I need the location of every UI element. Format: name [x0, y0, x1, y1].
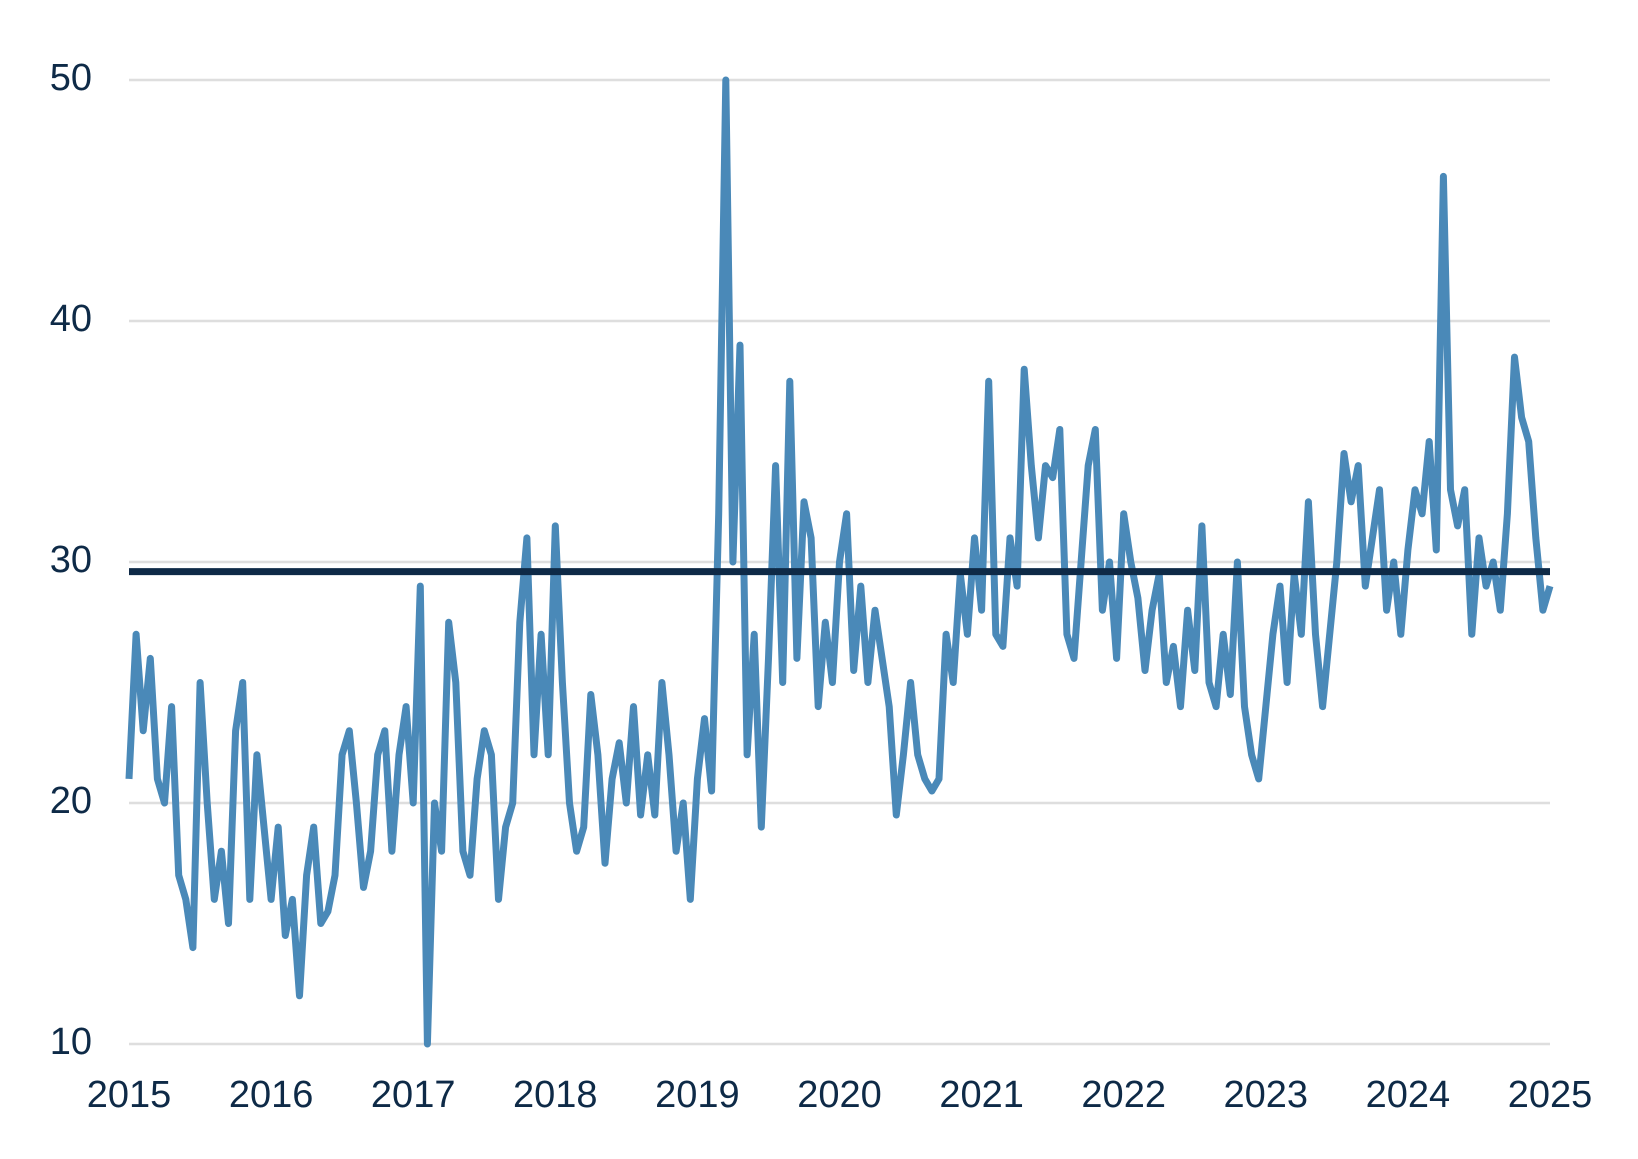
x-tick-label: 2018 — [513, 1074, 598, 1116]
x-tick-label: 2015 — [87, 1074, 172, 1116]
x-tick-label: 2020 — [797, 1074, 882, 1116]
x-tick-label: 2021 — [939, 1074, 1024, 1116]
y-tick-label: 50 — [50, 57, 92, 99]
x-tick-label: 2019 — [655, 1074, 740, 1116]
y-tick-label: 30 — [50, 539, 92, 581]
y-tick-label: 40 — [50, 298, 92, 340]
y-tick-label: 20 — [50, 780, 92, 822]
x-tick-label: 2017 — [371, 1074, 456, 1116]
y-tick-label: 10 — [50, 1021, 92, 1063]
x-tick-label: 2022 — [1081, 1074, 1166, 1116]
x-tick-label: 2025 — [1508, 1074, 1593, 1116]
x-tick-label: 2023 — [1224, 1074, 1309, 1116]
data-line — [125, 76, 1554, 1048]
x-tick-label: 2024 — [1366, 1074, 1451, 1116]
x-tick-label: 2016 — [229, 1074, 314, 1116]
